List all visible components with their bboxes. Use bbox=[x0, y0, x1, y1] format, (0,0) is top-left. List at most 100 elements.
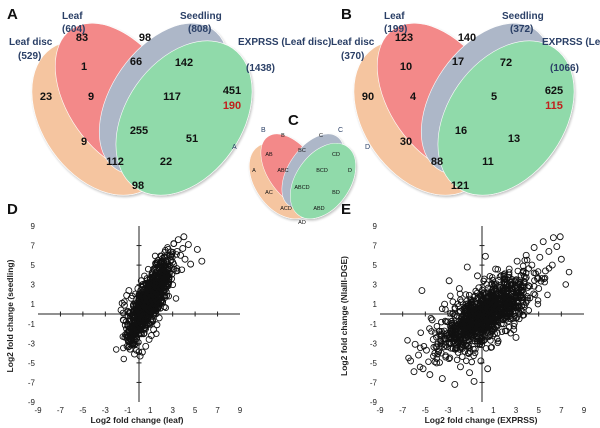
scatter-e-point bbox=[468, 312, 475, 319]
scatter-e-point bbox=[490, 299, 497, 307]
venn-c-region-acd: ACD bbox=[280, 206, 292, 212]
venn-b-region-abd: 11 bbox=[482, 156, 494, 168]
scatter-e-point bbox=[431, 358, 439, 366]
scatter-e-point bbox=[478, 341, 486, 348]
scatter-d-point bbox=[149, 304, 156, 311]
scatter-e-point bbox=[488, 293, 495, 300]
venn-b-region-a: 90 bbox=[362, 91, 374, 103]
scatter-e-point bbox=[453, 356, 461, 364]
scatter-e-point bbox=[500, 279, 507, 287]
venn-diagram-a: A Leaf disc (529) Leaf (604) Seedling (8… bbox=[7, 6, 331, 196]
venn-b-region-bc: 17 bbox=[452, 56, 464, 68]
scatter-d-point bbox=[165, 266, 173, 273]
scatter-e-point bbox=[494, 296, 501, 303]
scatter-d-point bbox=[145, 279, 152, 286]
scatter-e-point bbox=[526, 294, 534, 302]
scatter-d-point bbox=[137, 326, 144, 333]
scatter-e-point bbox=[440, 343, 448, 351]
scatter-d-point bbox=[123, 343, 131, 350]
venn-a-label-leaf-disc: Leaf disc bbox=[9, 37, 53, 48]
scatter-e-point bbox=[530, 290, 537, 297]
scatter-d-point bbox=[177, 251, 184, 259]
scatter-e-point bbox=[492, 306, 499, 313]
scatter-e-point bbox=[548, 261, 556, 269]
scatter-d-x-tick-label: -9 bbox=[34, 406, 42, 415]
scatter-d-point bbox=[158, 285, 165, 292]
scatter-d-point bbox=[121, 321, 129, 329]
scatter-e-point bbox=[525, 307, 533, 314]
scatter-e-y-tick-label: -5 bbox=[370, 359, 378, 368]
scatter-d-point bbox=[150, 326, 158, 334]
scatter-d-point bbox=[120, 301, 128, 309]
venn-diagram-b: B Leaf disc (370) Leaf (199) Seedling (3… bbox=[331, 6, 600, 196]
scatter-d-point bbox=[142, 342, 150, 350]
venn-a-region-bc: 66 bbox=[130, 56, 142, 68]
scatter-e-point bbox=[495, 306, 503, 313]
scatter-d-point bbox=[145, 335, 153, 343]
venn-a-region-abd: 22 bbox=[160, 156, 172, 168]
scatter-e-point bbox=[433, 322, 441, 330]
scatter-e-x-tick-label: -1 bbox=[467, 406, 475, 415]
scatter-e-point bbox=[463, 263, 471, 271]
scatter-d-point bbox=[143, 275, 151, 282]
scatter-e-point bbox=[476, 301, 483, 308]
scatter-d-point bbox=[144, 265, 152, 273]
scatter-d-point bbox=[134, 300, 142, 307]
scatter-d-point bbox=[181, 255, 189, 263]
scatter-d-point bbox=[137, 314, 145, 322]
scatter-e-x-tick-label: 5 bbox=[536, 406, 541, 415]
scatter-d-point bbox=[160, 289, 167, 297]
scatter-d-point bbox=[159, 257, 166, 264]
scatter-e-point bbox=[471, 345, 479, 353]
scatter-e-point bbox=[417, 344, 424, 352]
scatter-e-point bbox=[481, 317, 489, 324]
scatter-e-point bbox=[448, 321, 455, 329]
scatter-e-point bbox=[508, 284, 516, 291]
venn-c-letter-c: C bbox=[338, 127, 343, 134]
scatter-d-y-tick-label: -1 bbox=[28, 320, 36, 329]
scatter-e-point bbox=[469, 327, 477, 335]
venn-b-region-ab: 10 bbox=[400, 61, 412, 73]
scatter-e-point bbox=[430, 352, 437, 360]
scatter-e-point bbox=[466, 369, 473, 377]
venn-a-label-exprss: EXPRSS (Leaf disc) bbox=[238, 37, 331, 48]
venn-b-size-seedling: (372) bbox=[510, 24, 533, 35]
venn-a-region-d-red: 190 bbox=[223, 100, 241, 112]
scatter-d-xlabel: Log2 fold change (leaf) bbox=[90, 415, 183, 425]
scatter-e-point bbox=[481, 252, 489, 260]
scatter-e-point bbox=[445, 355, 453, 363]
scatter-e-point bbox=[467, 300, 474, 307]
scatter-d-point bbox=[142, 300, 150, 307]
scatter-d-point bbox=[187, 260, 195, 268]
scatter-e-point bbox=[454, 300, 462, 308]
scatter-e-point bbox=[465, 344, 473, 352]
scatter-e-point bbox=[515, 278, 522, 285]
venn-b-label-exprss-text: EXPRSS (Leaf disc) bbox=[542, 37, 600, 48]
venn-b-region-d: 625 bbox=[545, 85, 563, 97]
scatter-e-point bbox=[468, 358, 476, 366]
scatter-e-point bbox=[472, 314, 480, 321]
scatter-d-point bbox=[178, 266, 186, 273]
scatter-d-point bbox=[122, 318, 130, 325]
scatter-d-point bbox=[130, 332, 138, 339]
scatter-d-point bbox=[148, 271, 155, 278]
scatter-d-y-tick-label: 1 bbox=[31, 300, 36, 309]
scatter-e-x-tick-label: -3 bbox=[444, 406, 452, 415]
scatter-e-point bbox=[507, 330, 514, 337]
venn-a-size-exprss: (1438) bbox=[246, 63, 275, 74]
venn-b-size-leaf: (199) bbox=[384, 24, 407, 35]
scatter-e-y-tick-label: 9 bbox=[373, 222, 378, 231]
scatter-e-point bbox=[455, 285, 463, 293]
scatter-e-point bbox=[410, 368, 418, 376]
scatter-e-point bbox=[446, 354, 454, 362]
scatter-d-y-tick-label: 5 bbox=[31, 261, 36, 270]
scatter-e-point bbox=[450, 312, 458, 319]
scatter-e-point bbox=[489, 276, 496, 284]
scatter-e-point bbox=[442, 306, 449, 313]
scatter-e-point bbox=[463, 302, 471, 309]
venn-b-region-acd: 88 bbox=[431, 156, 443, 168]
venn-b-region-b: 123 bbox=[395, 32, 413, 44]
venn-a-label-leaf: Leaf bbox=[62, 11, 83, 22]
scatter-d-point bbox=[124, 307, 131, 315]
